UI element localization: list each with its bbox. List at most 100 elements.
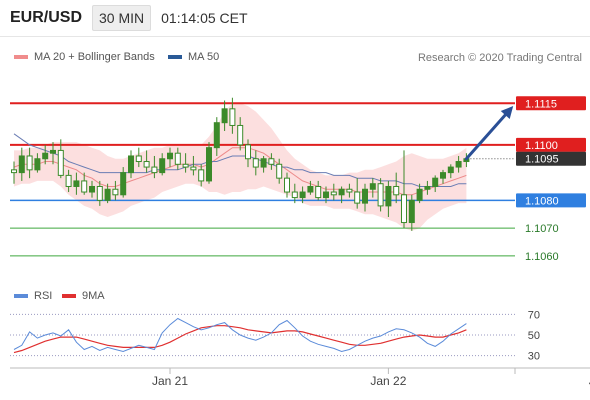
candles-layer	[11, 97, 470, 231]
legend-label-ma50: MA 50	[188, 51, 220, 63]
candle-body	[34, 158, 41, 171]
symbol-label: EUR/USD	[10, 9, 83, 26]
candle-body	[440, 172, 446, 179]
candle-body	[213, 122, 220, 149]
candle-body	[315, 185, 322, 199]
candle-body	[42, 152, 49, 160]
candle-body	[307, 185, 314, 193]
candle-body	[81, 180, 88, 193]
level-tag-resistance	[516, 137, 586, 152]
rsi-line	[13, 317, 467, 353]
legend-swatch-ma50	[168, 55, 182, 59]
candle-body	[276, 163, 283, 179]
candle-body	[50, 149, 56, 154]
level-tag-support	[516, 193, 586, 208]
legend-label-rsi: RSI	[34, 290, 53, 302]
legend-ma50: MA 50	[168, 51, 219, 63]
level-label-resistance: 1.1115	[525, 98, 557, 110]
candle-body	[408, 199, 415, 224]
candle-body	[206, 147, 212, 182]
forecast-arrow-head	[500, 106, 514, 120]
candle-body	[104, 188, 111, 201]
legend-swatch-9ma	[62, 294, 76, 298]
candle-body	[229, 108, 236, 126]
candle-body	[198, 169, 205, 182]
time-axis: Jan 21 Jan 22 Jan 23	[10, 367, 590, 388]
candle-body	[284, 177, 290, 193]
candle-body	[330, 191, 337, 196]
rsi-tick-label: 30	[528, 351, 540, 363]
candle-body	[385, 185, 392, 207]
candle-body	[143, 161, 150, 168]
candle-body	[159, 158, 166, 174]
candle-body	[424, 185, 431, 190]
candle-body	[190, 166, 197, 171]
rsi-panel: 30 50 70	[10, 309, 540, 363]
candle-body	[401, 194, 407, 224]
x-axis-tick-label: Jan 21	[152, 374, 188, 388]
candle-body	[89, 185, 95, 193]
bollinger-band-layer	[14, 103, 467, 231]
header-divider	[0, 36, 590, 37]
candle-body	[18, 155, 25, 174]
candle-body	[362, 188, 368, 204]
legend-ma20: MA 20 + Bollinger Bands	[14, 51, 155, 63]
copyright-note: Research © 2020 Trading Central	[417, 52, 582, 64]
level-label-last: 1.1095	[525, 154, 559, 166]
candle-body	[393, 185, 400, 196]
candle-body	[73, 180, 80, 187]
candle-body	[268, 158, 275, 165]
forecast-arrow-layer	[464, 106, 514, 161]
candle-body	[338, 188, 345, 196]
candle-body	[299, 191, 306, 199]
legend-swatch-ma20	[14, 55, 28, 59]
interval-selector[interactable]: 30 MIN	[92, 5, 152, 31]
x-axis-tick-label: Jan 23	[589, 374, 590, 388]
candle-body	[245, 144, 251, 160]
rsi-tick-label: 70	[528, 309, 540, 321]
level-label-resistance: 1.1100	[525, 140, 558, 152]
timestamp: 01:14:05 CET	[161, 10, 248, 26]
legend-swatch-rsi	[14, 294, 28, 298]
chart-header: EUR/USD 30 MIN 01:14:05 CET	[0, 0, 590, 36]
legend-label-9ma: 9MA	[82, 290, 105, 302]
level-label-target: 1.1060	[525, 251, 559, 263]
candle-body	[455, 161, 462, 168]
candle-body	[432, 177, 439, 187]
candle-body	[151, 166, 158, 174]
candle-body	[174, 152, 181, 165]
level-label-target: 1.1070	[525, 223, 559, 235]
candle-body	[135, 155, 142, 163]
candle-body	[57, 149, 64, 176]
level-tag-last	[516, 151, 586, 166]
rsi-tick-label: 50	[528, 330, 540, 342]
candle-body	[447, 166, 454, 174]
rsi-9ma-line	[13, 325, 467, 354]
candle-body	[369, 183, 376, 190]
candle-body	[416, 188, 423, 201]
candle-body	[237, 124, 244, 146]
candle-body	[112, 188, 119, 196]
ma50-line	[13, 133, 467, 187]
candle-body	[26, 155, 33, 171]
candle-body	[260, 158, 267, 168]
forecast-arrow-shaft	[464, 113, 507, 161]
level-tag-resistance	[516, 96, 586, 111]
candle-body	[354, 191, 361, 204]
candle-body	[182, 163, 189, 168]
candle-body	[221, 108, 228, 124]
legend-9ma: 9MA	[62, 290, 105, 302]
candle-body	[291, 191, 298, 199]
candle-body	[120, 172, 127, 196]
candle-body	[65, 174, 72, 187]
legend-label-ma20: MA 20 + Bollinger Bands	[34, 51, 155, 63]
level-labels-layer: 1.1115 1.1100 1.1095 1.1080 1.1070 1.1060	[516, 96, 586, 263]
candle-body	[346, 188, 353, 193]
level-label-support: 1.1080	[525, 195, 559, 207]
bollinger-band	[14, 103, 467, 231]
legend-rsi: RSI	[14, 290, 52, 302]
x-axis-tick-label: Jan 22	[370, 374, 406, 388]
level-lines-layer	[10, 102, 515, 257]
candle-body	[377, 183, 384, 207]
